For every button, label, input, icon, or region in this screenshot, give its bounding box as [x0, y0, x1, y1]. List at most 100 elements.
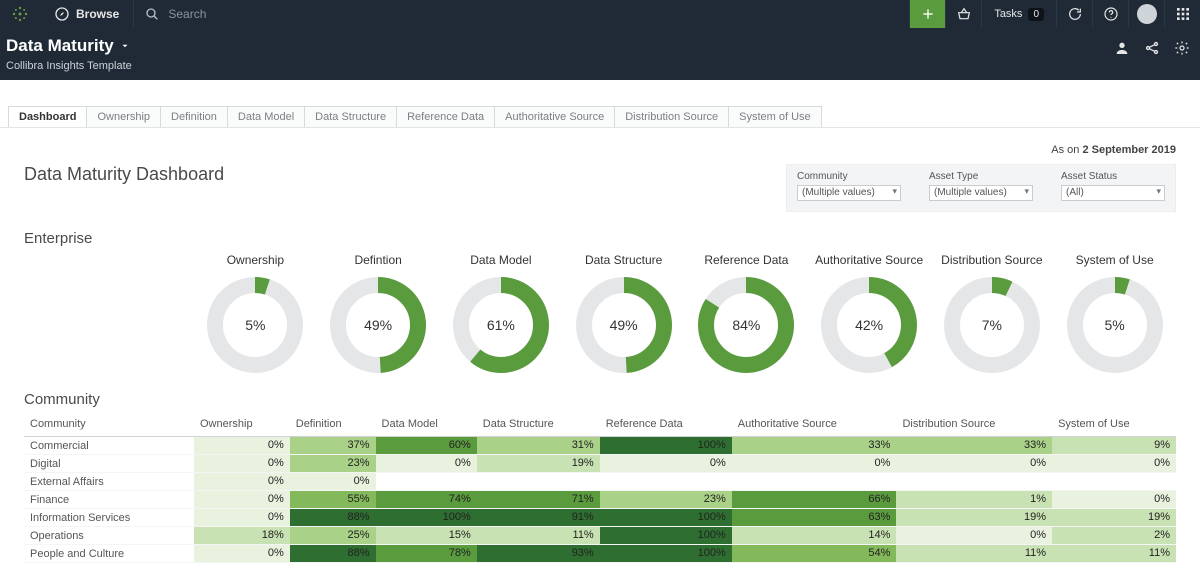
- donut-label: System of Use: [1076, 253, 1154, 269]
- value-cell: [896, 473, 1052, 491]
- value-cell: 18%: [194, 527, 290, 545]
- tab-data-model[interactable]: Data Model: [227, 106, 305, 127]
- row-name: Operations: [24, 527, 194, 545]
- filter-select-asset-type[interactable]: (Multiple values): [929, 185, 1033, 201]
- user-icon[interactable]: [1114, 40, 1130, 56]
- column-header[interactable]: Ownership: [194, 414, 290, 437]
- value-cell: 0%: [732, 455, 897, 473]
- donut-label: Data Model: [470, 253, 531, 269]
- donut-value: 49%: [576, 277, 672, 373]
- tab-distribution-source[interactable]: Distribution Source: [614, 106, 729, 127]
- basket-button[interactable]: [945, 0, 981, 28]
- value-cell: 71%: [477, 491, 600, 509]
- browse-button[interactable]: Browse: [40, 0, 134, 28]
- top-nav: Browse Tasks 0: [0, 0, 1200, 28]
- donut-label: Distribution Source: [941, 253, 1042, 269]
- tasks-label: Tasks: [994, 8, 1022, 20]
- value-cell: 15%: [376, 527, 477, 545]
- tasks-button[interactable]: Tasks 0: [981, 0, 1056, 28]
- chevron-down-icon: [120, 41, 130, 51]
- value-cell: 88%: [290, 509, 376, 527]
- tab-system-of-use[interactable]: System of Use: [728, 106, 822, 127]
- value-cell: 0%: [194, 437, 290, 455]
- search-area[interactable]: [134, 6, 909, 22]
- help-button[interactable]: [1092, 0, 1128, 28]
- table-row: External Affairs0%0%: [24, 473, 1176, 491]
- refresh-button[interactable]: [1056, 0, 1092, 28]
- plus-icon: [920, 6, 936, 22]
- value-cell: 23%: [290, 455, 376, 473]
- table-row: People and Culture0%88%78%93%100%54%11%1…: [24, 545, 1176, 563]
- tab-data-structure[interactable]: Data Structure: [304, 106, 397, 127]
- value-cell: 23%: [600, 491, 732, 509]
- profile-button[interactable]: [1128, 0, 1164, 28]
- value-cell: 0%: [1052, 491, 1176, 509]
- filter-select-community[interactable]: (Multiple values): [797, 185, 901, 201]
- tab-authoritative-source[interactable]: Authoritative Source: [494, 106, 615, 127]
- tab-ownership[interactable]: Ownership: [86, 106, 161, 127]
- apps-button[interactable]: [1164, 0, 1200, 28]
- value-cell: 0%: [194, 509, 290, 527]
- filter-select-asset-status[interactable]: (All): [1061, 185, 1165, 201]
- value-cell: 19%: [896, 509, 1052, 527]
- tab-definition[interactable]: Definition: [160, 106, 228, 127]
- add-button[interactable]: [909, 0, 945, 28]
- value-cell: 1%: [896, 491, 1052, 509]
- value-cell: 66%: [732, 491, 897, 509]
- table-row: Commercial0%37%60%31%100%33%33%9%: [24, 437, 1176, 455]
- donut-value: 5%: [207, 277, 303, 373]
- filter-label: Community: [797, 171, 901, 182]
- value-cell: 11%: [1052, 545, 1176, 563]
- page-title[interactable]: Data Maturity: [6, 36, 132, 56]
- column-header[interactable]: System of Use: [1052, 414, 1176, 437]
- value-cell: 0%: [1052, 455, 1176, 473]
- donut-system-of-use: System of Use 5%: [1053, 253, 1176, 373]
- value-cell: [732, 473, 897, 491]
- value-cell: 55%: [290, 491, 376, 509]
- column-header[interactable]: Definition: [290, 414, 376, 437]
- column-header[interactable]: Community: [24, 414, 194, 437]
- row-name: People and Culture: [24, 545, 194, 563]
- table-row: Finance0%55%74%71%23%66%1%0%: [24, 491, 1176, 509]
- logo[interactable]: [0, 5, 40, 23]
- as-of-text: As on 2 September 2019: [24, 144, 1176, 156]
- page-subtitle: Collibra Insights Template: [6, 60, 132, 72]
- donut-ownership: Ownership 5%: [194, 253, 317, 373]
- value-cell: 100%: [376, 509, 477, 527]
- column-header[interactable]: Distribution Source: [896, 414, 1052, 437]
- value-cell: [1052, 473, 1176, 491]
- value-cell: 60%: [376, 437, 477, 455]
- gear-icon[interactable]: [1174, 40, 1190, 56]
- title-bar: Data Maturity Collibra Insights Template: [0, 28, 1200, 80]
- value-cell: 100%: [600, 527, 732, 545]
- value-cell: 74%: [376, 491, 477, 509]
- value-cell: 54%: [732, 545, 897, 563]
- donut-label: Defintion: [354, 253, 401, 269]
- enterprise-donuts: Ownership 5%Defintion 49%Data Model 61%D…: [24, 253, 1176, 373]
- filter-label: Asset Type: [929, 171, 1033, 182]
- value-cell: 91%: [477, 509, 600, 527]
- tab-reference-data[interactable]: Reference Data: [396, 106, 495, 127]
- value-cell: 0%: [600, 455, 732, 473]
- value-cell: 100%: [600, 545, 732, 563]
- dashboard-title: Data Maturity Dashboard: [24, 164, 224, 185]
- value-cell: 100%: [600, 437, 732, 455]
- table-row: Operations18%25%15%11%100%14%0%2%: [24, 527, 1176, 545]
- value-cell: 14%: [732, 527, 897, 545]
- filter-label: Asset Status: [1061, 171, 1165, 182]
- value-cell: [376, 473, 477, 491]
- column-header[interactable]: Data Model: [376, 414, 477, 437]
- search-icon: [144, 6, 160, 22]
- apps-grid-icon: [1175, 6, 1191, 22]
- donut-defintion: Defintion 49%: [317, 253, 440, 373]
- share-icon[interactable]: [1144, 40, 1160, 56]
- search-input[interactable]: [168, 7, 368, 21]
- tab-dashboard[interactable]: Dashboard: [8, 106, 87, 127]
- value-cell: 9%: [1052, 437, 1176, 455]
- column-header[interactable]: Data Structure: [477, 414, 600, 437]
- donut-value: 84%: [698, 277, 794, 373]
- column-header[interactable]: Authoritative Source: [732, 414, 897, 437]
- value-cell: [600, 473, 732, 491]
- value-cell: 0%: [194, 491, 290, 509]
- column-header[interactable]: Reference Data: [600, 414, 732, 437]
